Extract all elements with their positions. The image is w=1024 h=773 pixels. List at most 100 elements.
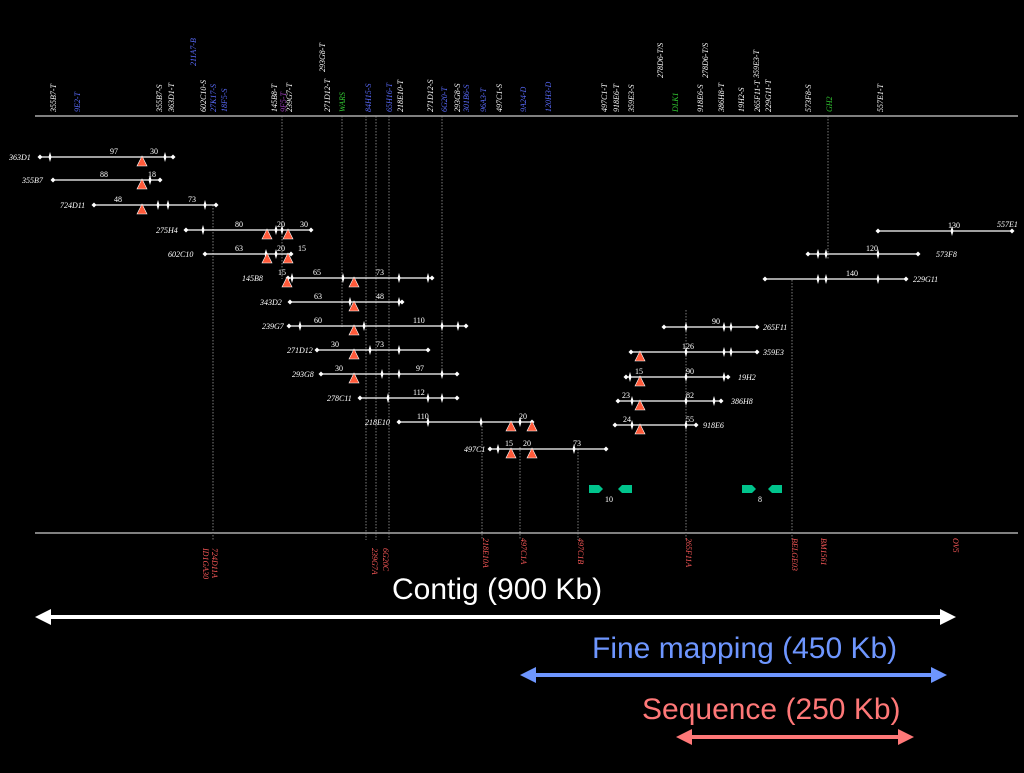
clone-name: 271D12 [287,346,313,355]
clone-end-marker [903,276,909,282]
clone-name: 265F11 [763,323,787,332]
clone-end-marker [754,324,760,330]
marker-hit [163,152,167,162]
clone-size-label: 88 [100,170,108,179]
top-marker-label: 918E6-S [696,84,705,112]
bottom-marker-label: 239G7A [370,548,379,575]
marker-hit [440,369,444,379]
clone-end-marker [454,395,460,401]
gene-label: 8 [758,495,762,504]
clone-end-marker [399,299,405,305]
marker-hit [628,372,632,382]
clone-size-label: 65 [313,268,321,277]
bottom-marker-label: BELGE03 [790,538,799,571]
clone-size-label: 120 [866,244,878,253]
deletion-triangle [505,420,517,432]
top-marker-label: 84H15-S [364,84,373,112]
clone-size-label: 20 [523,439,531,448]
clone-size-label: 20 [277,244,285,253]
top-marker-label: 355B7-S [155,84,164,113]
fine-mapping-arrow-head-right [931,667,947,683]
clone-end-marker [308,227,314,233]
fine-mapping-arrow-head-left [520,667,536,683]
clone-end-marker [288,251,294,257]
marker-hit [397,369,401,379]
clone-name: 343D2 [259,298,282,307]
bottom-marker-label: ID1GA30 [201,547,210,579]
marker-hit [156,200,160,210]
clone-size-label: 73 [573,439,581,448]
clone-name: 363D1 [8,153,31,162]
top-marker-label: 293G8-S [453,84,462,112]
clone-name: 918E6 [703,421,724,430]
marker-hit [684,396,688,406]
clone-size-label: 18 [148,170,156,179]
clone-size-label: 110 [413,316,425,325]
deletion-triangle [136,155,148,167]
deletion-triangle [634,350,646,362]
deletion-triangle [136,178,148,190]
marker-hit [166,200,170,210]
clone-size-label: 30 [331,340,339,349]
marker-hit [729,322,733,332]
clone-name: 275H4 [156,226,178,235]
upper-marker-label: 229G11-T [764,79,773,112]
clone-end-marker [915,251,921,257]
clone-end-marker [615,398,621,404]
clone-end-marker [37,154,43,160]
marker-hit [479,417,483,427]
clone-end-marker [718,398,724,404]
clone-end-marker [1009,228,1015,234]
marker-hit [630,396,634,406]
marker-hit [341,273,345,283]
bottom-marker-label: 218E10A [481,538,490,568]
clone-end-marker [91,202,97,208]
clone-end-marker [603,446,609,452]
clone-size-label: 55 [686,415,694,424]
clone-name: 218E10 [365,418,390,427]
gene-arrow [618,485,632,493]
clone-size-label: 63 [235,244,243,253]
bottom-marker-label: 497C1A [519,538,528,564]
top-marker-label: 239G7-T [285,83,294,112]
clone-name: 724D11 [60,201,85,210]
deletion-triangle [526,447,538,459]
top-marker-label: GH2 [825,96,834,112]
clone-size-label: 30 [150,147,158,156]
clone-end-marker [425,347,431,353]
upper-marker-label: 278D6-T/S [701,43,710,78]
contig-arrow-head-right [940,609,956,625]
clone-size-label: 20 [519,412,527,421]
clone-size-label: 20 [277,220,285,229]
marker-hit [203,200,207,210]
upper-marker-label: 211A7-B [189,38,198,66]
gene-label: 10 [605,495,613,504]
top-marker-label: 497C1-S [495,84,504,112]
deletion-triangle [261,252,273,264]
clone-size-label: 15 [505,439,513,448]
marker-hit [280,225,284,235]
marker-hit [298,321,302,331]
gene-arrow [742,485,756,493]
clone-end-marker [50,177,56,183]
marker-hit [496,444,500,454]
clone-size-label: 126 [682,342,694,351]
top-marker-label: 573F8-S [804,84,813,112]
clone-end-marker [318,371,324,377]
marker-hit [386,393,390,403]
sequence-arrow-head-left [676,729,692,745]
marker-hit [722,372,726,382]
deletion-triangle [282,252,294,264]
marker-hit [824,274,828,284]
top-marker-label: 497C1-T [600,83,609,112]
deletion-triangle [281,276,293,288]
top-marker-label: 120H3-D [544,82,553,112]
clone-end-marker [487,446,493,452]
clone-size-label: 30 [335,364,343,373]
top-marker-label: WARS [338,92,347,112]
bottom-marker-label: 6G20C [381,548,390,572]
marker-hit [348,297,352,307]
marker-hit [274,249,278,259]
marker-hit [876,249,880,259]
clone-size-label: 90 [712,317,720,326]
